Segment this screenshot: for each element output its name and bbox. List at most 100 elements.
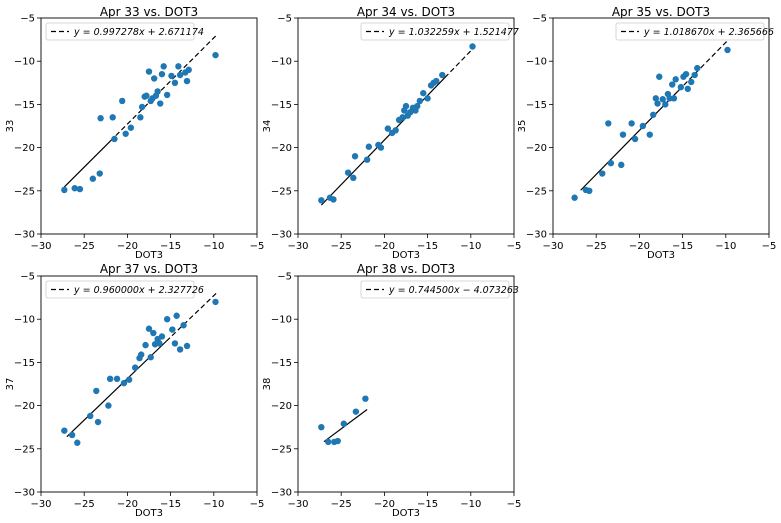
data-point (670, 95, 678, 102)
data-point (424, 95, 431, 102)
x-tick-label: −25 (331, 241, 352, 252)
fit-line-dashed (109, 34, 217, 142)
data-point (414, 102, 421, 110)
y-axis-label: 33 (5, 120, 16, 133)
data-point (169, 326, 176, 333)
chart-title: Apr 37 vs. DOT3 (100, 262, 198, 276)
data-point (352, 408, 360, 415)
y-tick-label: −25 (14, 444, 35, 455)
plot-area: −30 −25 −20 −15 −10 −5 −30 −25 −20 −15 −10 −5 y = 0.… (271, 272, 521, 511)
chart-title: Apr 35 vs. DOT3 (612, 5, 710, 19)
y-tick-label: −10 (271, 315, 292, 326)
chart-title: Apr 33 vs. DOT3 (100, 5, 198, 19)
data-point (156, 340, 163, 347)
data-point (439, 71, 446, 79)
x-axis-label: DOT3 (135, 250, 163, 261)
x-tick-label: −10 (203, 241, 224, 252)
y-tick-label: −20 (271, 401, 292, 412)
data-point (325, 438, 332, 446)
data-point (61, 186, 68, 194)
legend-box (45, 22, 195, 41)
data-point (628, 120, 635, 127)
data-point (111, 135, 118, 143)
data-point (89, 175, 97, 182)
x-tick-label: −5 (250, 499, 265, 510)
fit-line-dashed (444, 47, 474, 79)
legend-box (360, 22, 510, 41)
x-tick-label: −30 (287, 241, 308, 252)
y-tick-label: −30 (14, 230, 35, 241)
data-point (160, 63, 167, 70)
y-tick-label: −25 (14, 186, 35, 197)
subplot-apr37: Apr 37 vs. DOT3 −30 −25 −20 −15 −10 −5−30−25−… (5, 262, 264, 519)
data-point (688, 78, 695, 86)
x-tick-label: −15 (417, 241, 438, 252)
data-point (163, 91, 171, 99)
y-tick-label: −5 (20, 14, 35, 25)
data-point (362, 395, 369, 402)
data-point (147, 354, 154, 361)
axes-frame (40, 275, 258, 493)
legend-label: y = 1.018670x + 2.365666 (643, 27, 774, 38)
y-tick-label: −15 (271, 358, 292, 369)
y-axis-label: 38 (262, 378, 273, 391)
data-point (672, 76, 679, 83)
data-point (662, 101, 669, 108)
data-point (351, 153, 359, 160)
data-point (677, 83, 685, 91)
data-point (365, 143, 373, 150)
x-tick-label: −10 (715, 241, 736, 252)
data-point (399, 114, 406, 121)
y-tick-label: −30 (14, 488, 35, 499)
data-point (109, 114, 116, 121)
x-tick-label: −30 (30, 499, 51, 510)
y-tick-label: −5 (20, 272, 35, 283)
data-point (138, 351, 145, 358)
x-axis-label: DOT3 (647, 250, 675, 261)
data-point (724, 46, 731, 54)
data-point (656, 73, 663, 80)
data-point (157, 100, 164, 107)
x-tick-label: −20 (374, 499, 395, 510)
data-point (652, 95, 660, 102)
x-tick-label: −20 (629, 241, 650, 252)
data-point (605, 120, 612, 127)
data-point (377, 144, 385, 151)
x-tick-label: −10 (203, 499, 224, 510)
data-point (659, 96, 666, 103)
data-point (654, 100, 661, 107)
data-point (180, 322, 187, 329)
y-tick-label: −5 (277, 272, 292, 283)
data-point (384, 125, 392, 132)
y-tick-label: −30 (271, 488, 292, 499)
data-point (571, 194, 578, 201)
data-point (143, 92, 150, 99)
y-tick-label: −25 (526, 186, 547, 197)
data-point (334, 437, 341, 445)
data-point (150, 75, 158, 82)
data-point (173, 312, 180, 319)
data-point (350, 174, 357, 182)
data-point (694, 64, 701, 72)
data-point (175, 63, 182, 70)
data-point (138, 103, 146, 111)
x-tick-label: −10 (460, 499, 481, 510)
y-tick-label: −25 (271, 186, 292, 197)
y-tick-label: −25 (271, 444, 292, 455)
data-point (682, 70, 690, 78)
plot-area: −30 −25 −20 −15 −10 −5 −30 −25 −20 −15 −10 −5 y = 0.… (14, 272, 264, 511)
y-axis-label: 34 (262, 120, 273, 133)
subplot-apr33: Apr 33 vs. DOT3 −30 −25 −20 −15 −10 −5−30−25−… (5, 5, 264, 261)
y-tick-label: −10 (14, 315, 35, 326)
data-point (318, 197, 325, 204)
data-point (158, 333, 166, 340)
x-axis-label: DOT3 (392, 250, 420, 261)
data-point (171, 340, 179, 347)
subplot-apr34: Apr 34 vs. DOT3 −30 −25 −20 −15 −10 −5−30−25−… (262, 5, 521, 261)
data-point (131, 364, 139, 371)
x-tick-label: −15 (160, 241, 181, 252)
x-tick-label: −30 (30, 241, 51, 252)
x-tick-label: −20 (117, 241, 138, 252)
x-tick-label: −5 (762, 241, 777, 252)
